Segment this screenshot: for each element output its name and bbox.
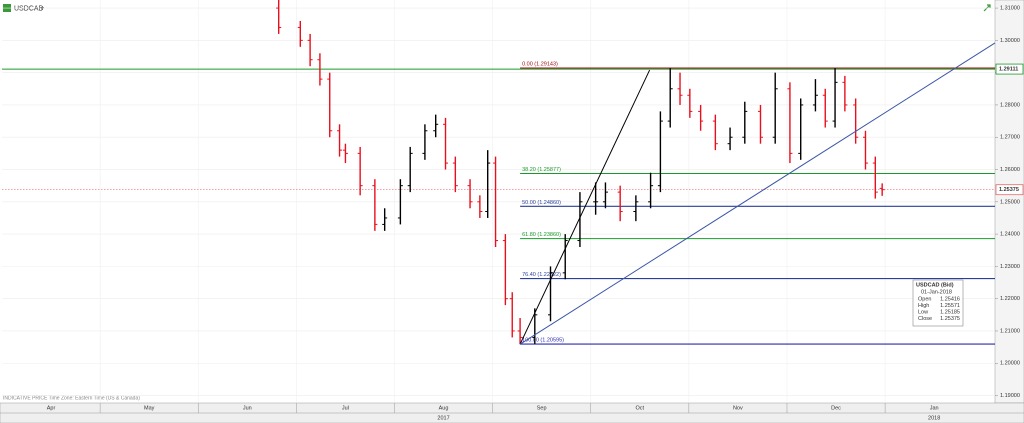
- x-tick-label: Sep: [537, 405, 547, 411]
- tooltip-key: Close: [918, 316, 932, 322]
- y-tick-label: 1.20000: [1000, 361, 1020, 367]
- trendline: [519, 42, 996, 345]
- dropdown-arrow[interactable]: [40, 7, 44, 10]
- y-tick-label: 1.31000: [1000, 6, 1020, 12]
- price-tag: [995, 184, 1024, 196]
- tooltip-value: 1.25375: [940, 316, 960, 322]
- tooltip-key: High: [918, 303, 929, 309]
- fib-label: 50.00 (1.24860): [522, 200, 561, 206]
- y-tick-label: 1.26000: [1000, 167, 1020, 173]
- y-tick-label: 1.19000: [1000, 393, 1020, 399]
- x-tick-label: Apr: [47, 405, 56, 411]
- x-tick-label: Jun: [243, 405, 252, 411]
- y-tick-label: 1.25000: [1000, 199, 1020, 205]
- tooltip-key: Low: [918, 309, 928, 315]
- x-tick-label: Aug: [439, 405, 449, 411]
- tooltip-value: 1.25416: [940, 296, 960, 302]
- fib-label: 0.00 (1.29143): [522, 61, 558, 67]
- tooltip-title: USDCAD (Bid): [916, 282, 954, 288]
- tooltip-value: 1.25185: [940, 309, 960, 315]
- price-tag: [995, 63, 1024, 75]
- tooltip-date: 01-Jan-2018: [921, 289, 952, 295]
- footer-note: INDICATIVE PRICE Time Zone: Eastern Time…: [3, 395, 140, 401]
- y-tick-label: 1.21000: [1000, 328, 1020, 334]
- y-tick-label: 1.24000: [1000, 232, 1020, 238]
- x-tick-label: Jan: [930, 405, 939, 411]
- tooltip: USDCAD (Bid) 01-Jan-2018 Open 1.25416 High…: [912, 279, 964, 327]
- x-tick-label: Dec: [831, 405, 841, 411]
- fib-label: 100.00 (1.20595): [522, 337, 564, 343]
- x-tick-label: Jul: [342, 405, 349, 411]
- tooltip-value: 1.25571: [940, 303, 960, 309]
- price-tag-label: 1.25375: [999, 187, 1019, 193]
- y-tick-label: 1.23000: [1000, 264, 1020, 270]
- x-tick-label: May: [144, 405, 155, 411]
- y-tick-label: 1.30000: [1000, 38, 1020, 44]
- tooltip-key: Open: [918, 296, 931, 302]
- y-tick-label: 1.27000: [1000, 135, 1020, 141]
- year-label: 2017: [437, 415, 449, 421]
- y-tick-label: 1.28000: [1000, 102, 1020, 108]
- x-tick-label: Nov: [733, 405, 743, 411]
- tooltip-box: [912, 279, 964, 327]
- price-tag-label: 1.29111: [999, 67, 1018, 73]
- fib-label: 61.80 (1.23860): [522, 232, 561, 238]
- fib-label: 38.20 (1.25877): [522, 167, 561, 173]
- y-tick-label: 1.22000: [1000, 296, 1020, 302]
- x-tick-label: Oct: [636, 405, 645, 411]
- symbol-name[interactable]: USDCAD: [14, 5, 44, 12]
- trendline: [519, 69, 651, 345]
- fib-label: 76.40 (1.22622): [522, 272, 561, 278]
- year-label: 2018: [928, 415, 940, 421]
